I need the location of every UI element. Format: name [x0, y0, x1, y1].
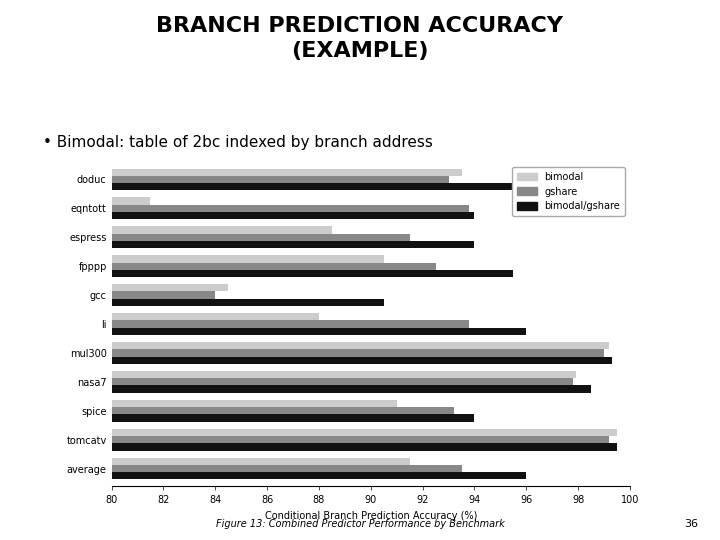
- Bar: [112, 168, 462, 176]
- Bar: [112, 299, 384, 306]
- Bar: [112, 176, 449, 183]
- Bar: [112, 436, 609, 443]
- Bar: [112, 371, 575, 378]
- Bar: [112, 212, 474, 219]
- Bar: [112, 378, 573, 386]
- Text: Figure 13: Combined Predictor Performance by Benchmark: Figure 13: Combined Predictor Performanc…: [215, 519, 505, 529]
- Bar: [112, 313, 319, 320]
- Bar: [112, 342, 609, 349]
- Bar: [112, 458, 410, 465]
- Legend: bimodal, gshare, bimodal/gshare: bimodal, gshare, bimodal/gshare: [513, 167, 625, 217]
- Bar: [112, 226, 332, 234]
- Bar: [112, 386, 591, 393]
- Bar: [112, 183, 526, 190]
- Bar: [112, 205, 469, 212]
- Bar: [112, 234, 410, 241]
- Bar: [112, 292, 215, 299]
- Bar: [112, 472, 526, 480]
- Bar: [112, 407, 454, 414]
- Bar: [112, 349, 604, 356]
- Bar: [112, 414, 474, 422]
- X-axis label: Conditional Branch Prediction Accuracy (%): Conditional Branch Prediction Accuracy (…: [265, 511, 477, 521]
- Bar: [112, 465, 462, 472]
- Bar: [112, 284, 228, 292]
- Text: BRANCH PREDICTION ACCURACY
(EXAMPLE): BRANCH PREDICTION ACCURACY (EXAMPLE): [156, 16, 564, 61]
- Bar: [112, 400, 397, 407]
- Bar: [112, 198, 150, 205]
- Bar: [112, 356, 612, 364]
- Bar: [112, 262, 436, 270]
- Bar: [112, 255, 384, 262]
- Bar: [112, 270, 513, 277]
- Bar: [112, 241, 474, 248]
- Bar: [112, 320, 469, 328]
- Bar: [112, 429, 617, 436]
- Text: 36: 36: [685, 519, 698, 529]
- Bar: [112, 443, 617, 450]
- Bar: [112, 328, 526, 335]
- Text: • Bimodal: table of 2bc indexed by branch address: • Bimodal: table of 2bc indexed by branc…: [43, 135, 433, 150]
